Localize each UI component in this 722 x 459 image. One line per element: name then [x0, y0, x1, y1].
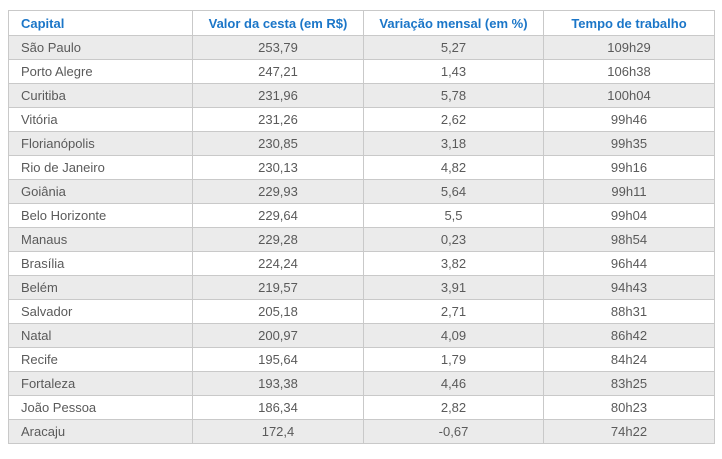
- cell-tempo: 83h25: [543, 371, 715, 396]
- cell-variacao: -0,67: [363, 419, 544, 444]
- cell-valor: 229,64: [192, 203, 364, 228]
- cell-capital: Aracaju: [8, 419, 193, 444]
- cell-variacao: 5,5: [363, 203, 544, 228]
- table-row-goiania: Goiânia 229,93 5,64 99h11: [8, 179, 715, 204]
- basket-cost-table-container: Capital Valor da cesta (em R$) Variação me…: [8, 10, 715, 444]
- table-row-joao-pessoa: João Pessoa 186,34 2,82 80h23: [8, 395, 715, 420]
- cell-variacao: 3,18: [363, 131, 544, 156]
- cell-valor: 230,13: [192, 155, 364, 180]
- cell-tempo: 84h24: [543, 347, 715, 372]
- cell-variacao: 4,09: [363, 323, 544, 348]
- cell-variacao: 3,91: [363, 275, 544, 300]
- table-row-natal: Natal 200,97 4,09 86h42: [8, 323, 715, 348]
- table-row-vitoria: Vitória 231,26 2,62 99h46: [8, 107, 715, 132]
- cell-variacao: 5,27: [363, 35, 544, 60]
- cell-variacao: 5,78: [363, 83, 544, 108]
- cell-tempo: 88h31: [543, 299, 715, 324]
- cell-tempo: 80h23: [543, 395, 715, 420]
- table-row-manaus: Manaus 229,28 0,23 98h54: [8, 227, 715, 252]
- cell-variacao: 1,43: [363, 59, 544, 84]
- cell-capital: Curitiba: [8, 83, 193, 108]
- cell-tempo: 100h04: [543, 83, 715, 108]
- table-row-sao-paulo: São Paulo 253,79 5,27 109h29: [8, 35, 715, 60]
- cell-capital: Recife: [8, 347, 193, 372]
- cell-valor: 253,79: [192, 35, 364, 60]
- table-row-aracaju: Aracaju 172,4 -0,67 74h22: [8, 419, 715, 444]
- cell-capital: Fortaleza: [8, 371, 193, 396]
- cell-variacao: 4,46: [363, 371, 544, 396]
- cell-tempo: 99h16: [543, 155, 715, 180]
- table-row-florianopolis: Florianópolis 230,85 3,18 99h35: [8, 131, 715, 156]
- cell-tempo: 109h29: [543, 35, 715, 60]
- cell-capital: Natal: [8, 323, 193, 348]
- cell-variacao: 2,82: [363, 395, 544, 420]
- cell-tempo: 99h35: [543, 131, 715, 156]
- cell-valor: 205,18: [192, 299, 364, 324]
- cell-valor: 193,38: [192, 371, 364, 396]
- table-row-brasilia: Brasília 224,24 3,82 96h44: [8, 251, 715, 276]
- cell-capital: João Pessoa: [8, 395, 193, 420]
- column-header-tempo-de-trabalho: Tempo de trabalho: [543, 10, 715, 36]
- cell-valor: 186,34: [192, 395, 364, 420]
- cell-valor: 172,4: [192, 419, 364, 444]
- cell-capital: Vitória: [8, 107, 193, 132]
- cell-valor: 231,96: [192, 83, 364, 108]
- cell-valor: 200,97: [192, 323, 364, 348]
- cell-capital: Brasília: [8, 251, 193, 276]
- cell-capital: Rio de Janeiro: [8, 155, 193, 180]
- cell-valor: 247,21: [192, 59, 364, 84]
- cell-variacao: 2,62: [363, 107, 544, 132]
- table-row-belem: Belém 219,57 3,91 94h43: [8, 275, 715, 300]
- cell-capital: Florianópolis: [8, 131, 193, 156]
- cell-variacao: 5,64: [363, 179, 544, 204]
- cell-valor: 230,85: [192, 131, 364, 156]
- cell-valor: 231,26: [192, 107, 364, 132]
- cell-capital: Porto Alegre: [8, 59, 193, 84]
- table-row-recife: Recife 195,64 1,79 84h24: [8, 347, 715, 372]
- cell-capital: São Paulo: [8, 35, 193, 60]
- cell-valor: 229,93: [192, 179, 364, 204]
- table-header-row: Capital Valor da cesta (em R$) Variação me…: [8, 10, 715, 36]
- table-row-fortaleza: Fortaleza 193,38 4,46 83h25: [8, 371, 715, 396]
- cell-valor: 224,24: [192, 251, 364, 276]
- cell-tempo: 99h04: [543, 203, 715, 228]
- table-body: São Paulo 253,79 5,27 109h29 Porto Alegre 247…: [8, 35, 715, 444]
- column-header-variacao-mensal-em: Variação mensal (em %): [363, 10, 544, 36]
- cell-tempo: 99h46: [543, 107, 715, 132]
- cell-tempo: 86h42: [543, 323, 715, 348]
- cell-tempo: 94h43: [543, 275, 715, 300]
- cell-valor: 229,28: [192, 227, 364, 252]
- cell-variacao: 0,23: [363, 227, 544, 252]
- cell-valor: 195,64: [192, 347, 364, 372]
- cell-capital: Goiânia: [8, 179, 193, 204]
- column-header-valor-da-cesta-em-r: Valor da cesta (em R$): [192, 10, 364, 36]
- cell-tempo: 106h38: [543, 59, 715, 84]
- cell-variacao: 4,82: [363, 155, 544, 180]
- basket-cost-table: Capital Valor da cesta (em R$) Variação me…: [8, 10, 715, 444]
- cell-capital: Salvador: [8, 299, 193, 324]
- cell-tempo: 96h44: [543, 251, 715, 276]
- cell-variacao: 3,82: [363, 251, 544, 276]
- table-row-rio-de-janeiro: Rio de Janeiro 230,13 4,82 99h16: [8, 155, 715, 180]
- table-row-salvador: Salvador 205,18 2,71 88h31: [8, 299, 715, 324]
- cell-capital: Manaus: [8, 227, 193, 252]
- table-row-porto-alegre: Porto Alegre 247,21 1,43 106h38: [8, 59, 715, 84]
- cell-tempo: 98h54: [543, 227, 715, 252]
- table-row-belo-horizonte: Belo Horizonte 229,64 5,5 99h04: [8, 203, 715, 228]
- table-header: Capital Valor da cesta (em R$) Variação me…: [8, 10, 715, 36]
- cell-tempo: 74h22: [543, 419, 715, 444]
- cell-variacao: 1,79: [363, 347, 544, 372]
- table-row-curitiba: Curitiba 231,96 5,78 100h04: [8, 83, 715, 108]
- cell-capital: Belém: [8, 275, 193, 300]
- cell-capital: Belo Horizonte: [8, 203, 193, 228]
- column-header-capital: Capital: [8, 10, 193, 36]
- cell-variacao: 2,71: [363, 299, 544, 324]
- cell-tempo: 99h11: [543, 179, 715, 204]
- cell-valor: 219,57: [192, 275, 364, 300]
